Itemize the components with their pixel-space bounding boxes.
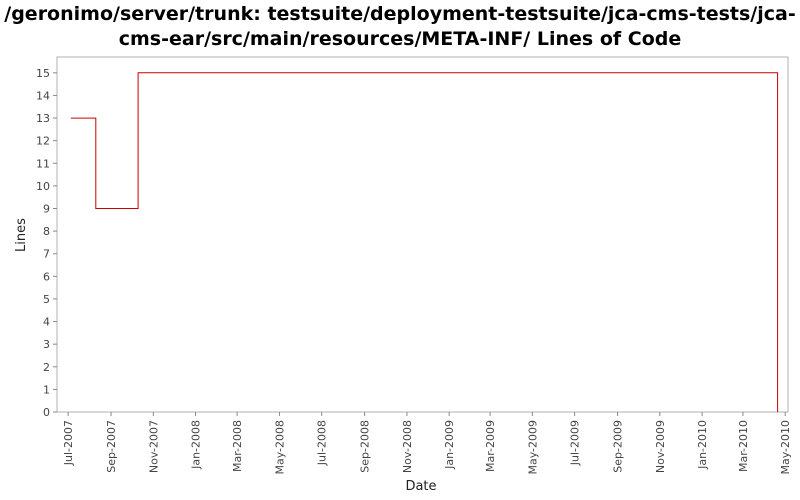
x-tick-label: Jul-2009 [569, 420, 582, 466]
y-tick-label: 8 [43, 225, 50, 238]
y-tick-label: 3 [43, 338, 50, 351]
y-tick-label: 11 [36, 157, 50, 170]
series-line [70, 72, 779, 412]
y-tick-label: 10 [36, 180, 50, 193]
x-tick-label: Nov-2007 [147, 420, 160, 473]
plot-area [56, 56, 789, 413]
x-tick-label: Jul-2007 [62, 420, 75, 466]
y-tick-label: 5 [43, 293, 50, 306]
y-tick-label: 14 [36, 89, 50, 102]
x-tick-label: Jul-2008 [316, 420, 329, 466]
y-tick-label: 2 [43, 361, 50, 374]
x-tick-label: Mar-2009 [484, 420, 497, 472]
x-tick-label: Jan-2009 [443, 420, 456, 470]
y-tick-label: 13 [36, 112, 50, 125]
y-tick-label: 15 [36, 67, 50, 80]
x-axis: Jul-2007 Sep-2007 Nov-2007 Jan-2008 Mar-2008… [62, 412, 792, 475]
x-tick-label: Jan-2008 [190, 420, 203, 470]
y-tick-label: 6 [43, 270, 50, 283]
x-tick-label: Mar-2010 [737, 420, 750, 472]
y-tick-label: 9 [43, 202, 50, 215]
x-tick-label: Sep-2009 [612, 420, 625, 473]
x-tick-label: Sep-2007 [105, 420, 118, 473]
y-tick-label: 4 [43, 316, 50, 329]
x-axis-label: Date [405, 479, 436, 494]
x-tick-label: Mar-2008 [231, 420, 244, 472]
y-tick-label: 12 [36, 135, 50, 148]
x-tick-label: Nov-2009 [654, 420, 667, 473]
x-tick-label: Nov-2008 [401, 420, 414, 473]
x-tick-label: Jan-2010 [696, 420, 709, 470]
y-tick-label: 1 [43, 383, 50, 396]
series-group [70, 72, 779, 412]
y-tick-label: 7 [43, 248, 50, 261]
x-tick-label: May-2010 [779, 420, 792, 475]
y-tick-label: 0 [43, 406, 50, 419]
x-tick-label: Sep-2008 [359, 420, 372, 473]
x-tick-label: May-2008 [273, 420, 286, 475]
y-axis-label: Lines [14, 218, 29, 252]
x-tick-label: May-2009 [526, 420, 539, 475]
chart-title: /geronimo/server/trunk: testsuite/deploy… [4, 3, 796, 50]
